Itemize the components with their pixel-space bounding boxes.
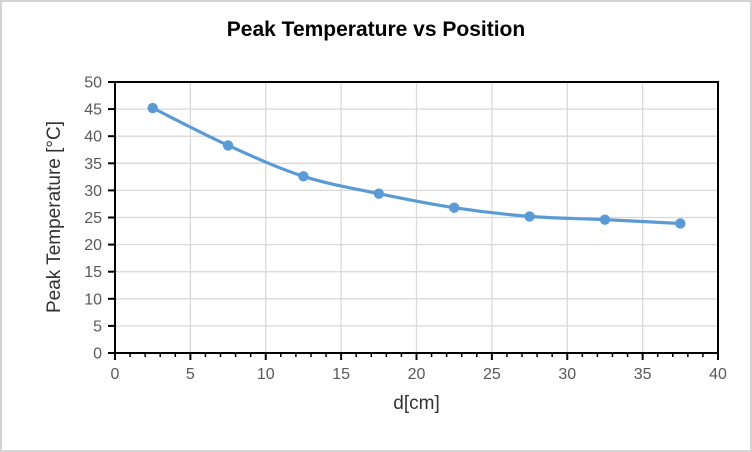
data-point-marker: [675, 218, 686, 229]
data-point-marker: [448, 202, 460, 213]
x-tick-label: 25: [483, 366, 501, 383]
data-point-marker: [298, 171, 309, 182]
chart-title: Peak Temperature vs Position: [226, 18, 526, 41]
x-tick-label: 30: [558, 366, 576, 383]
x-tick-label: 5: [186, 366, 195, 383]
series-markers: [147, 102, 686, 229]
x-tick-label: 10: [257, 366, 275, 383]
x-tick-label: 15: [332, 366, 350, 383]
y-tick-label: 10: [84, 291, 102, 308]
y-tick-label: 40: [84, 129, 102, 146]
data-point-marker: [373, 188, 385, 199]
data-point-marker: [222, 140, 234, 151]
x-axis-title: d[cm]: [393, 393, 440, 414]
y-tick-label: 30: [84, 183, 102, 200]
x-tick-label: 35: [634, 366, 652, 383]
y-tick-label: 45: [84, 102, 102, 119]
y-tick-label: 0: [93, 346, 102, 363]
x-tick-label: 20: [408, 366, 426, 383]
gridlines: [115, 82, 718, 353]
tick-labels: 0 5 10 15 20 25 30 35 40 45 50 0 5 10 15 20 25 30 35 40: [84, 75, 727, 384]
tick-marks: [108, 81, 719, 360]
x-tick-label: 40: [709, 366, 727, 383]
data-point-marker: [147, 102, 158, 114]
data-point-marker: [599, 214, 611, 225]
y-tick-label: 5: [93, 318, 102, 335]
y-tick-label: 20: [84, 237, 102, 254]
data-point-marker: [524, 211, 535, 222]
y-tick-label: 15: [84, 264, 102, 281]
x-tick-label: 0: [111, 366, 120, 383]
y-tick-label: 35: [84, 156, 102, 173]
y-tick-label: 25: [84, 210, 102, 227]
y-tick-label: 50: [84, 75, 102, 92]
